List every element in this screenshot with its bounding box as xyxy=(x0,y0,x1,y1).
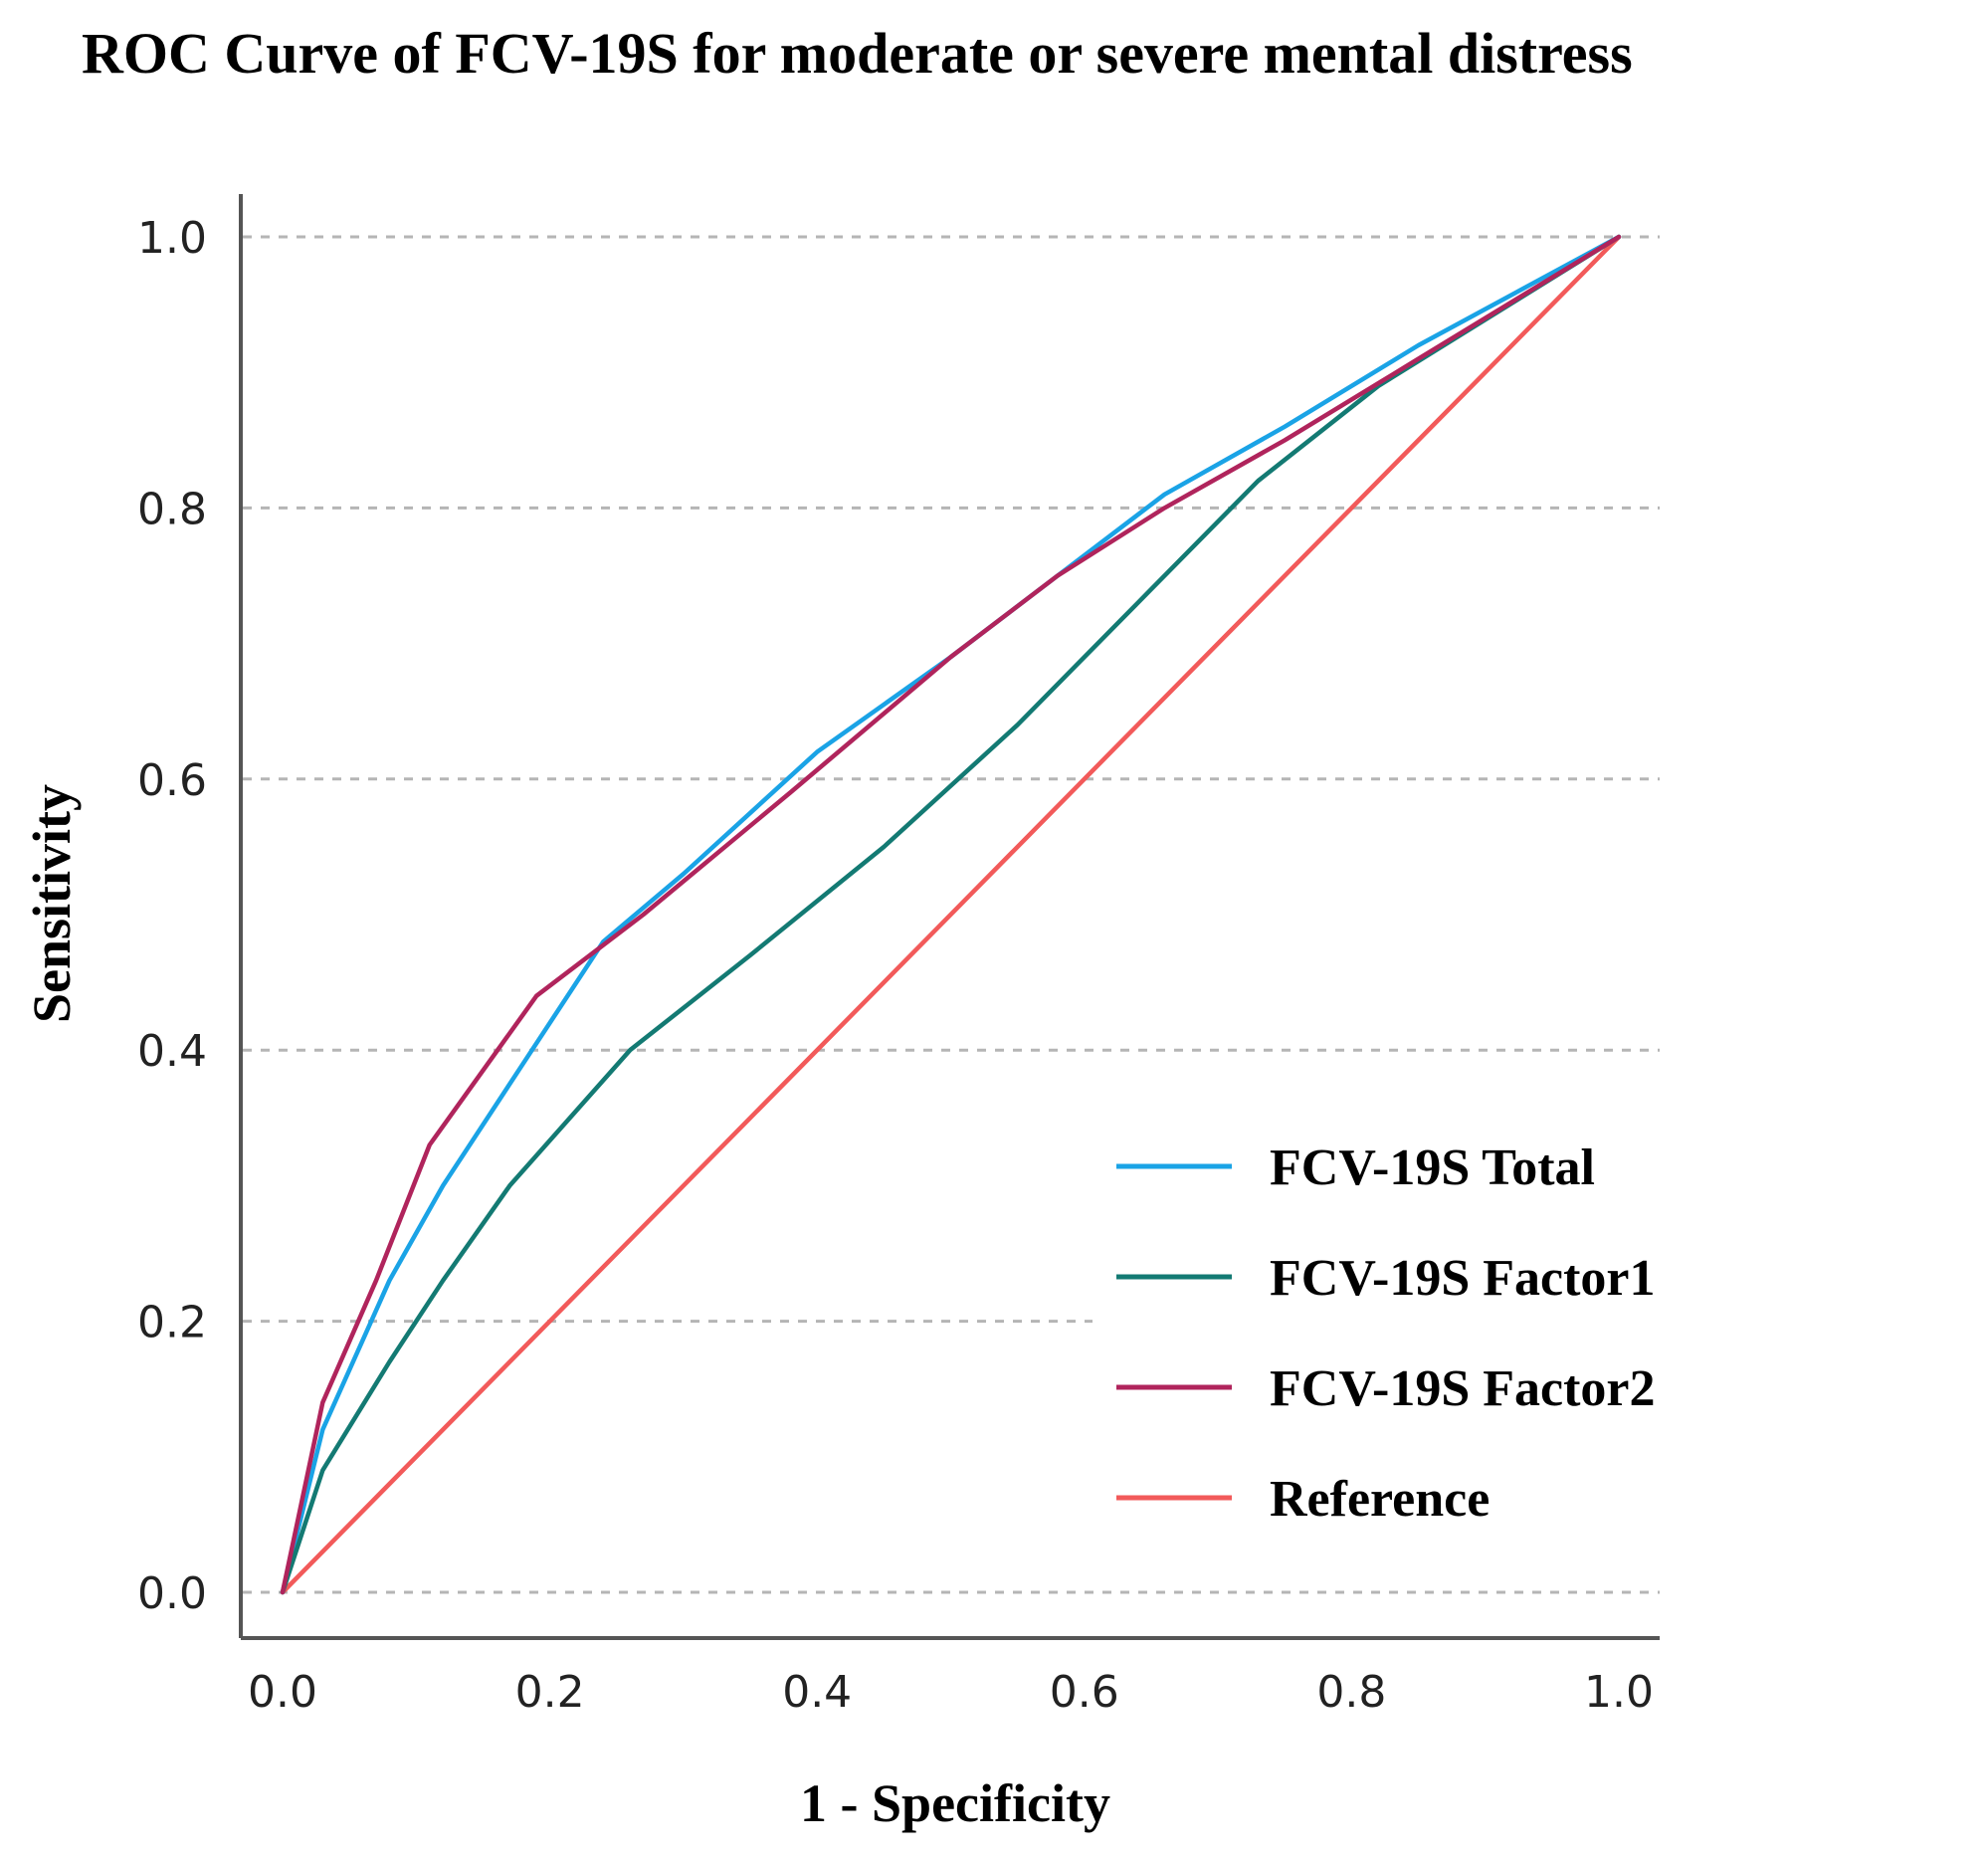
chart-title: ROC Curve of FCV-19S for moderate or sev… xyxy=(82,21,1633,86)
y-axis-label: Sensitivity xyxy=(22,784,82,1023)
x-tick-label: 0.2 xyxy=(515,1667,585,1718)
y-tick-labels: 0.0 0.2 0.4 0.6 0.8 1.0 xyxy=(137,213,207,1619)
x-axis-label: 1 - Specificity xyxy=(800,1773,1110,1833)
gridlines xyxy=(243,235,1660,1594)
y-tick-label: 0.2 xyxy=(137,1298,207,1348)
y-tick-label: 0.8 xyxy=(137,484,207,534)
series-line-fcv-19s-factor1 xyxy=(280,234,1622,1595)
x-tick-label: 0.8 xyxy=(1316,1667,1386,1718)
series-lines xyxy=(280,234,1622,1595)
series-line-fcv-19s-factor2 xyxy=(280,234,1622,1595)
legend-background xyxy=(1093,1120,1744,1538)
y-tick-label: 1.0 xyxy=(137,213,207,264)
x-tick-label: 1.0 xyxy=(1584,1667,1654,1718)
legend-label: Reference xyxy=(1270,1471,1490,1528)
x-tick-labels: 0.0 0.2 0.4 0.6 0.8 1.0 xyxy=(248,1667,1654,1718)
y-tick-label: 0.0 xyxy=(137,1568,207,1619)
y-tick-label: 0.4 xyxy=(137,1026,207,1077)
x-tick-label: 0.4 xyxy=(782,1667,852,1718)
legend-label: FCV-19S Factor2 xyxy=(1270,1360,1656,1417)
x-tick-label: 0.6 xyxy=(1050,1667,1119,1718)
legend: FCV-19S Total FCV-19S Factor1 FCV-19S Fact… xyxy=(1093,1120,1744,1538)
y-tick-label: 0.6 xyxy=(137,755,207,806)
series-line-reference xyxy=(280,234,1622,1595)
series-line-fcv-19s-total xyxy=(280,234,1622,1595)
x-tick-label: 0.0 xyxy=(248,1667,317,1718)
legend-label: FCV-19S Factor1 xyxy=(1270,1250,1656,1307)
legend-label: FCV-19S Total xyxy=(1270,1139,1595,1196)
